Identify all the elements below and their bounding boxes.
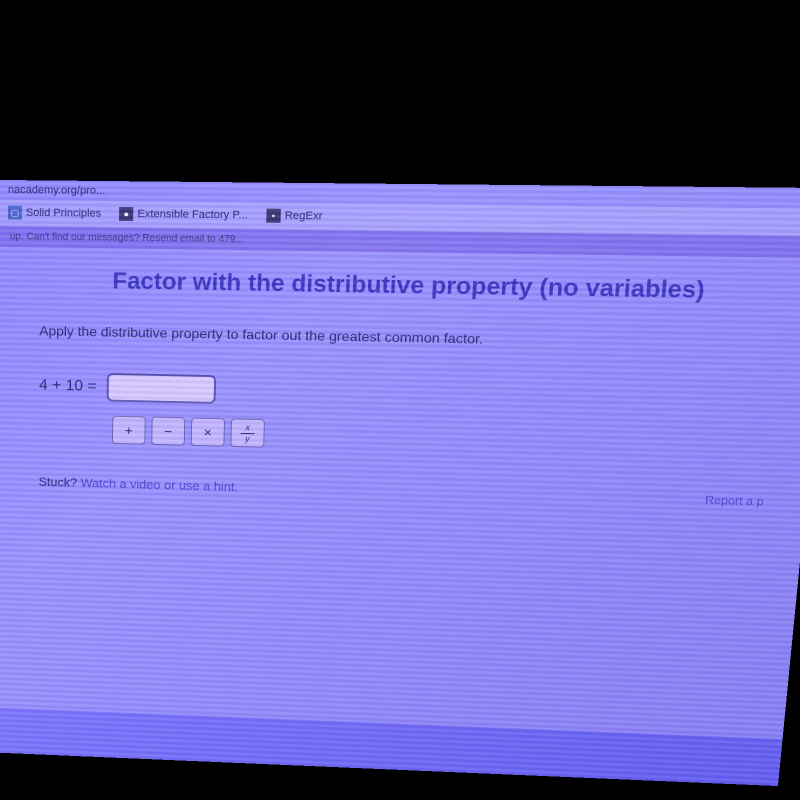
fraction-numerator: x [245,423,250,432]
bookmark-regexr[interactable]: ▪ RegExr [266,209,323,224]
minus-button[interactable]: − [151,417,185,446]
bookmark-extensible-factory[interactable]: ● Extensible Factory P... [119,207,248,222]
bookmark-icon: ● [119,207,133,221]
multiply-button[interactable]: × [191,418,225,447]
plus-button[interactable]: + [112,416,146,445]
screen-area: nacademy.org/pro... ▢ Solid Principles ●… [0,180,800,786]
bookmark-solid-principles[interactable]: ▢ Solid Principles [8,206,101,221]
answer-input[interactable] [106,373,216,404]
report-link[interactable]: Report a p [705,493,765,508]
bookmark-label: RegExr [284,210,322,222]
problem-row: 4 + 10 = [39,372,774,417]
instruction-text: Apply the distributive property to facto… [39,323,779,352]
url-text: nacademy.org/pro... [8,184,105,197]
notification-text: up. Can't find our messages? Resend emai… [10,231,244,245]
stuck-container: Stuck? Watch a video or use a hint. [39,475,239,494]
bookmark-icon: ▪ [266,209,281,223]
bookmark-label: Extensible Factory P... [137,208,248,221]
page-title: Factor with the distributive property (n… [39,267,784,306]
stuck-link[interactable]: Watch a video or use a hint. [81,476,239,494]
fraction-button[interactable]: x y [230,418,265,447]
stuck-prefix: Stuck? [39,475,81,490]
fraction-denominator: y [245,434,250,443]
bookmark-icon: ▢ [8,206,22,220]
math-toolbar: + − × x y [112,416,770,460]
bookmark-label: Solid Principles [26,207,101,220]
stuck-row: Stuck? Watch a video or use a hint. Repo… [39,475,765,509]
problem-expression: 4 + 10 = [39,377,97,395]
content-area: Factor with the distributive property (n… [0,247,800,739]
black-letterbox [0,0,800,180]
